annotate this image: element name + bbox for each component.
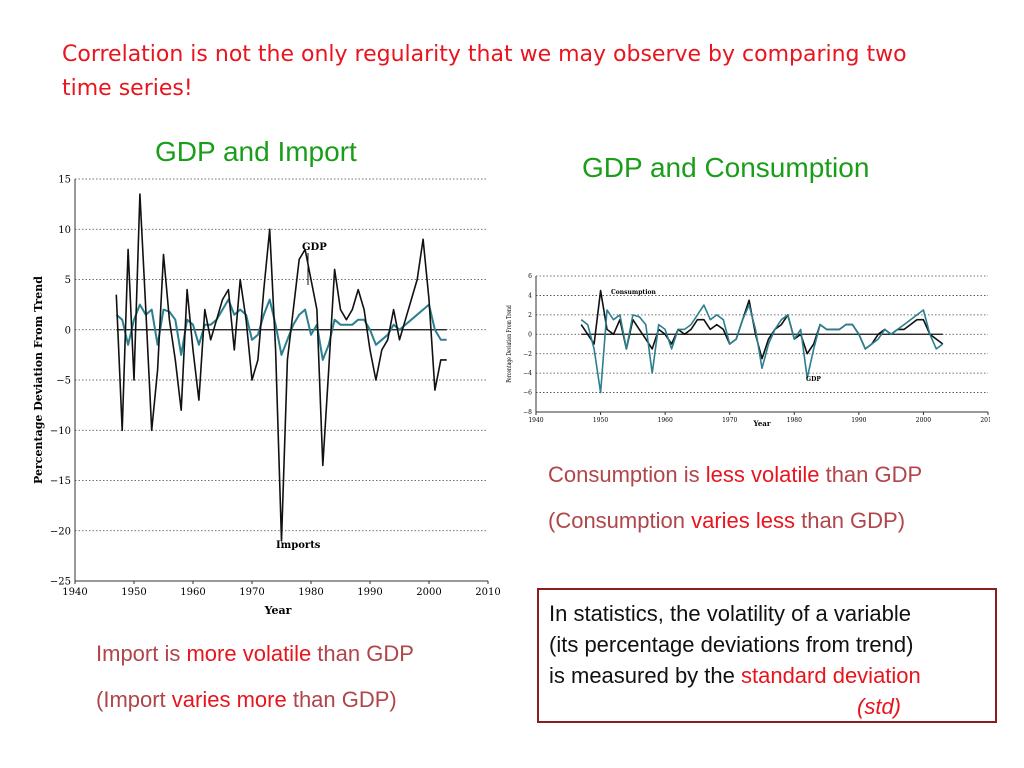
x-axis-label: Year (264, 604, 292, 617)
y-tick-label: −10 (50, 426, 71, 437)
y-tick-label: 15 (58, 175, 71, 186)
note-text: Consumption is (548, 462, 706, 487)
x-tick-label: 1980 (787, 417, 802, 424)
x-tick-label: 2000 (916, 417, 931, 424)
x-tick-label: 1960 (658, 417, 673, 424)
x-tick-label: 1950 (593, 417, 608, 424)
x-tick-label: 1940 (528, 417, 543, 424)
x-tick-label: 1980 (298, 587, 323, 598)
annotation-gdp: GDP (302, 242, 327, 253)
note-text: than GDP) (795, 508, 906, 533)
series-line-gdp (115, 298, 447, 361)
x-tick-label: 1960 (180, 587, 205, 598)
y-axis-label: Percentage Deviation From Trend (32, 276, 45, 484)
y-tick-label: −8 (523, 409, 532, 416)
y-tick-label: 5 (65, 275, 71, 286)
series-line-gdp (580, 304, 944, 394)
x-tick-label: 1950 (121, 587, 146, 598)
annotation-consumption: Consumption (611, 289, 656, 296)
std-definition-box: In statistics, the volatility of a varia… (537, 588, 997, 723)
y-tick-label: −2 (523, 351, 532, 358)
y-tick-label: −25 (50, 577, 71, 588)
note-highlight: varies more (171, 687, 287, 712)
note-highlight: more volatile (186, 641, 312, 666)
y-tick-label: 10 (58, 225, 71, 236)
headline-line-1: Correlation is not the only regularity t… (62, 42, 907, 67)
left-chart-title: GDP and Import (155, 136, 357, 167)
note-text: Import is (96, 641, 187, 666)
annotation-gdp: GDP (806, 376, 821, 383)
y-tick-label: 0 (65, 325, 71, 336)
note-text: (Consumption (548, 508, 692, 533)
y-tick-label: 0 (528, 331, 532, 338)
slide-headline: Correlation is not the only regularity t… (62, 38, 962, 106)
x-tick-label: 2000 (416, 587, 441, 598)
y-tick-label: 4 (528, 293, 532, 300)
note-text: (Import (96, 687, 172, 712)
consumption-variation-note: (Consumption varies less than GDP) (548, 508, 905, 534)
y-tick-label: 2 (528, 312, 532, 319)
y-tick-label: −6 (523, 390, 532, 397)
right-chart-title: GDP and Consumption (582, 152, 870, 183)
y-axis-label: Percentage Deviation From Trend (506, 305, 513, 383)
series-line-imports (115, 193, 447, 542)
y-tick-label: −4 (523, 370, 532, 377)
x-tick-label: 1940 (62, 587, 87, 598)
x-tick-label: 2010 (475, 587, 500, 598)
box-line-1: In statistics, the volatility of a varia… (549, 601, 911, 626)
box-line-2: (its percentage deviations from trend) (549, 632, 914, 657)
y-tick-label: −20 (50, 526, 71, 537)
consumption-volatility-note: Consumption is less volatile than GDP (548, 462, 922, 488)
x-tick-label: 1970 (239, 587, 264, 598)
note-text: than GDP (819, 462, 923, 487)
annotation-imports: Imports (276, 540, 321, 551)
import-variation-note: (Import varies more than GDP) (96, 687, 397, 713)
x-tick-label: 1970 (722, 417, 737, 424)
box-highlight: standard deviation (740, 663, 921, 688)
note-text: than GDP) (286, 687, 397, 712)
headline-line-2: time series! (62, 76, 193, 101)
x-axis-label: Year (752, 419, 770, 428)
box-std-abbrev: (std) (857, 694, 901, 719)
x-tick-label: 1990 (851, 417, 866, 424)
series-line-consumption (580, 289, 944, 360)
import-volatility-note: Import is more volatile than GDP (96, 641, 414, 667)
note-text: than GDP (311, 641, 414, 666)
y-tick-label: −5 (56, 376, 71, 387)
note-highlight: less volatile (705, 462, 820, 487)
box-line-3: is measured by the standard deviation (549, 660, 985, 691)
x-tick-label: 2010 (980, 417, 990, 424)
note-highlight: varies less (691, 508, 795, 533)
box-text: is measured by the (549, 663, 741, 688)
x-tick-label: 1990 (357, 587, 382, 598)
y-tick-label: 6 (528, 273, 532, 280)
y-tick-label: −15 (50, 476, 71, 487)
